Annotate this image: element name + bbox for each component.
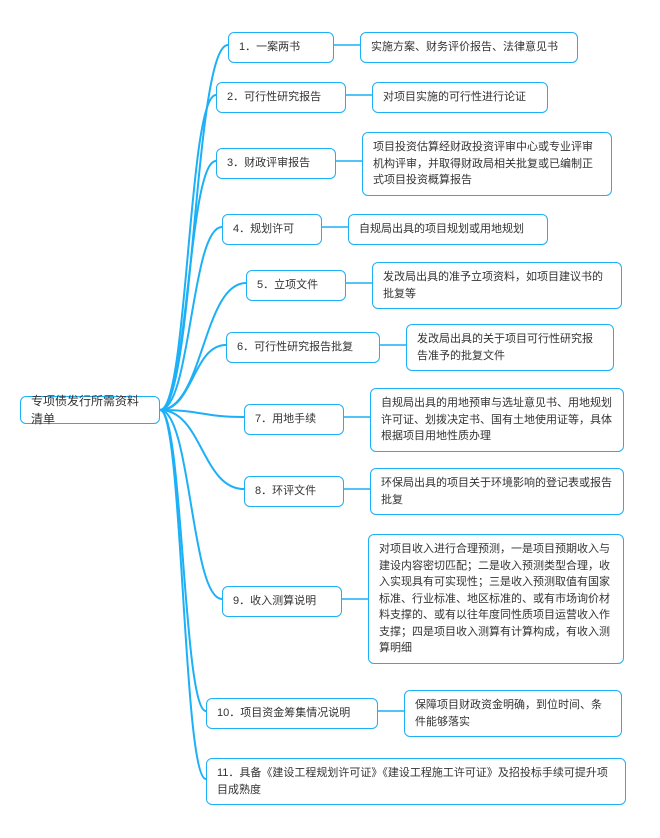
item-node-11: 11．具备《建设工程规划许可证》《建设工程施工许可证》及招投标手续可提升项目成熟… bbox=[206, 758, 626, 805]
item-node-10: 10．项目资金筹集情况说明 bbox=[206, 698, 378, 729]
desc-node-7: 自规局出具的用地预审与选址意见书、用地规划许可证、划拨决定书、国有土地使用证等，… bbox=[370, 388, 624, 452]
root-node: 专项债发行所需资料清单 bbox=[20, 396, 160, 424]
item-node-5: 5．立项文件 bbox=[246, 270, 346, 301]
root-label: 专项债发行所需资料清单 bbox=[31, 392, 149, 428]
item-node-8: 8．环评文件 bbox=[244, 476, 344, 507]
desc-node-5: 发改局出具的准予立项资料，如项目建议书的批复等 bbox=[372, 262, 622, 309]
item-node-4: 4．规划许可 bbox=[222, 214, 322, 245]
item-node-9: 9．收入测算说明 bbox=[222, 586, 342, 617]
desc-node-4: 自规局出具的项目规划或用地规划 bbox=[348, 214, 548, 245]
desc-node-8: 环保局出具的项目关于环境影响的登记表或报告批复 bbox=[370, 468, 624, 515]
desc-node-3: 项目投资估算经财政投资评审中心或专业评审机构评审，并取得财政局相关批复或已编制正… bbox=[362, 132, 612, 196]
desc-node-10: 保障项目财政资金明确，到位时间、条件能够落实 bbox=[404, 690, 622, 737]
desc-node-9: 对项目收入进行合理预测，一是项目预期收入与建设内容密切匹配；二是收入预测类型合理… bbox=[368, 534, 624, 664]
item-node-1: 1．一案两书 bbox=[228, 32, 334, 63]
item-node-7: 7．用地手续 bbox=[244, 404, 344, 435]
item-node-2: 2．可行性研究报告 bbox=[216, 82, 346, 113]
desc-node-6: 发改局出具的关于项目可行性研究报告准予的批复文件 bbox=[406, 324, 614, 371]
desc-node-1: 实施方案、财务评价报告、法律意见书 bbox=[360, 32, 578, 63]
desc-node-2: 对项目实施的可行性进行论证 bbox=[372, 82, 548, 113]
item-node-6: 6．可行性研究报告批复 bbox=[226, 332, 380, 363]
item-node-3: 3．财政评审报告 bbox=[216, 148, 336, 179]
